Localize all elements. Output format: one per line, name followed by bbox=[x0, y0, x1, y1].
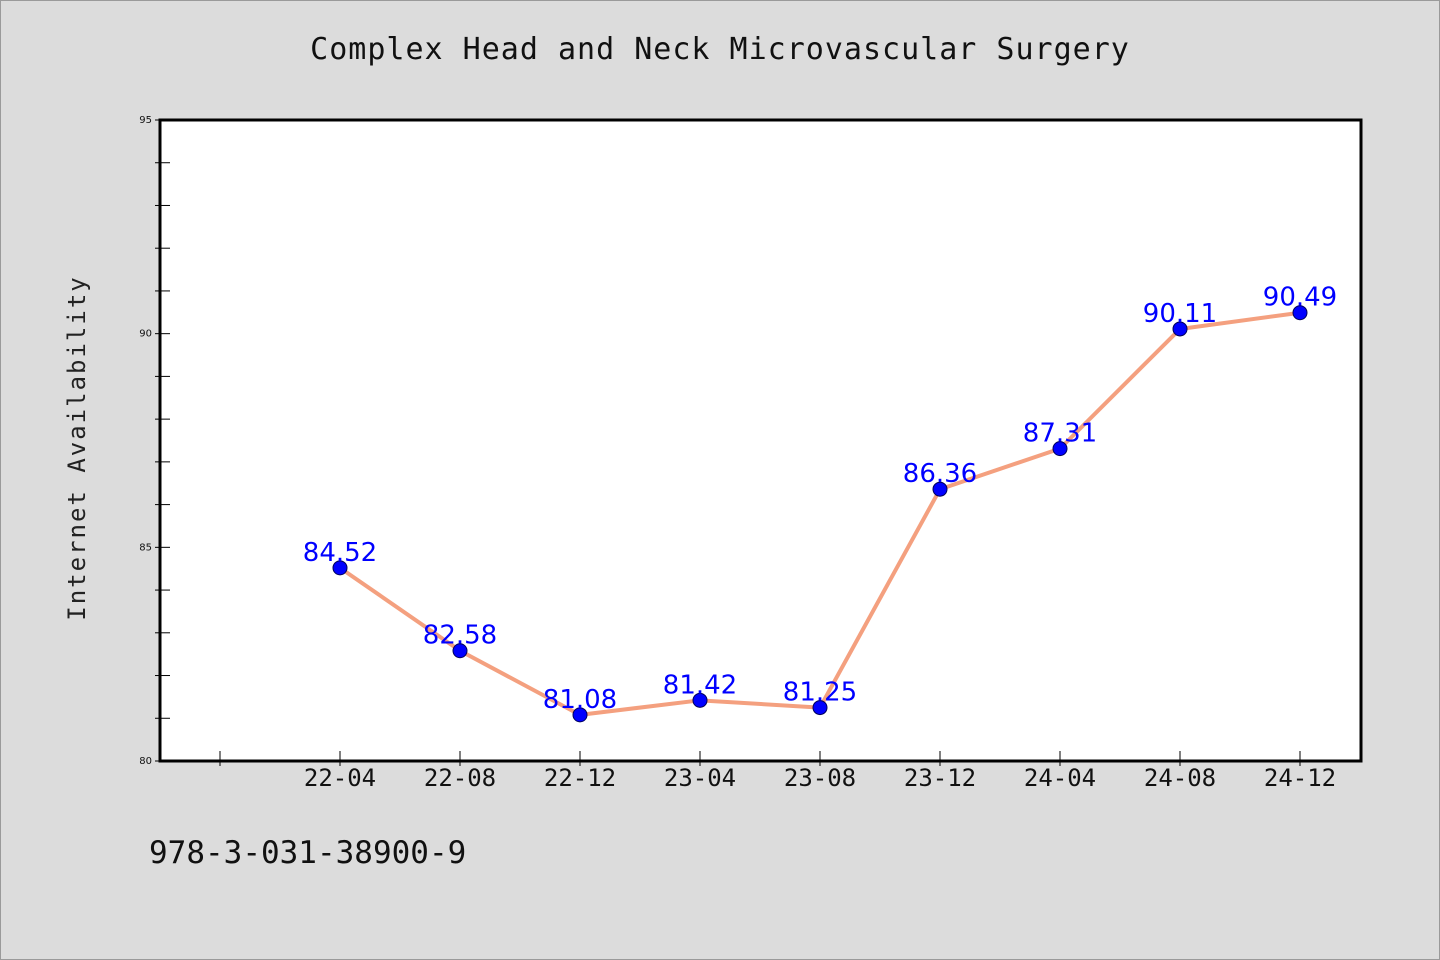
x-tick-label: 23-12 bbox=[904, 764, 976, 792]
x-tick-label: 22-04 bbox=[304, 764, 376, 792]
x-tick-label: 23-08 bbox=[784, 764, 856, 792]
data-label: 81.08 bbox=[543, 685, 617, 715]
data-label: 81.42 bbox=[663, 670, 737, 700]
x-tick-label: 22-12 bbox=[544, 764, 616, 792]
data-label: 90.49 bbox=[1263, 283, 1337, 313]
data-labels: 84.52 82.58 81.08 81.42 81.25 86.36 87.31 90.11… bbox=[303, 283, 1337, 715]
data-point bbox=[812, 700, 828, 716]
data-label: 84.52 bbox=[303, 538, 377, 568]
data-point bbox=[692, 692, 708, 708]
x-tick-label: 23-04 bbox=[664, 764, 736, 792]
isbn-footer: 978-3-031-38900-9 bbox=[149, 835, 467, 871]
data-label: 82.58 bbox=[423, 621, 497, 651]
data-label: 87.31 bbox=[1023, 419, 1097, 449]
data-point bbox=[572, 707, 588, 723]
y-tick-label: 85 bbox=[139, 542, 152, 553]
y-tick-label: 80 bbox=[139, 756, 152, 767]
x-tick-label: 24-08 bbox=[1144, 764, 1216, 792]
data-point bbox=[932, 481, 948, 497]
x-tick-label: 24-12 bbox=[1264, 764, 1336, 792]
data-point bbox=[332, 560, 348, 576]
x-tick-label: 24-04 bbox=[1024, 764, 1096, 792]
data-point bbox=[1292, 305, 1308, 321]
data-point bbox=[1172, 321, 1188, 337]
chart-title: Complex Head and Neck Microvascular Surg… bbox=[310, 32, 1130, 67]
data-label: 86.36 bbox=[903, 459, 977, 489]
y-tick-label: 90 bbox=[139, 329, 152, 340]
x-axis: 22-04 22-08 22-12 23-04 23-08 23-12 24-04 24-08… bbox=[219, 751, 1336, 792]
plot-area bbox=[158, 118, 1363, 763]
y-axis: 80 85 90 95 bbox=[139, 115, 170, 767]
data-point bbox=[452, 643, 468, 659]
data-point bbox=[1052, 441, 1068, 457]
y-tick-label: 95 bbox=[139, 115, 152, 126]
data-label: 90.11 bbox=[1143, 299, 1217, 329]
data-label: 81.25 bbox=[783, 678, 857, 708]
data-markers bbox=[332, 305, 1308, 723]
x-tick-label: 22-08 bbox=[424, 764, 496, 792]
